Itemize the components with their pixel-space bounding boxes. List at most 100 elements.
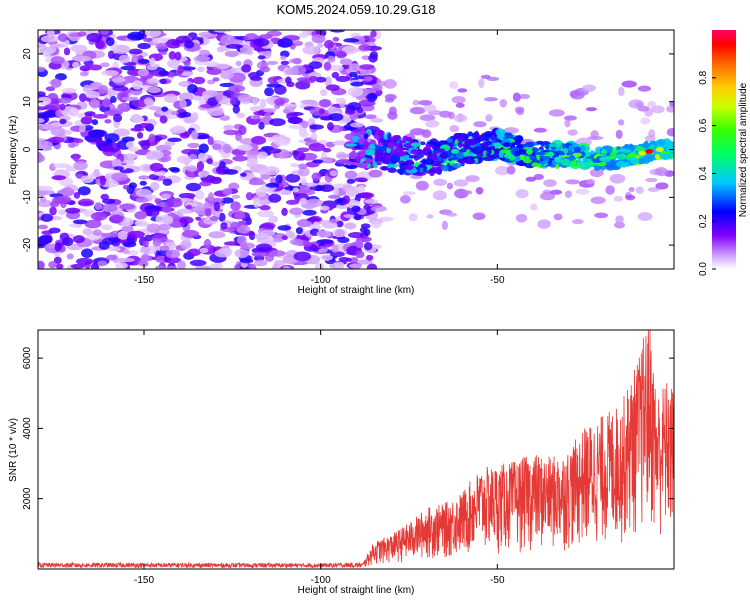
heatmap-noise-cell bbox=[478, 78, 485, 89]
heatmap-noise-cell bbox=[196, 161, 205, 171]
heatmap-noise-cell bbox=[345, 186, 360, 196]
heatmap-noise-cell bbox=[363, 242, 373, 251]
heatmap-noise-cell bbox=[155, 144, 172, 152]
heatmap-noise-cell bbox=[38, 152, 43, 163]
heatmap-noise-cell bbox=[127, 31, 145, 41]
heatmap-signal-cell bbox=[408, 154, 417, 159]
heatmap-noise-cell bbox=[553, 213, 563, 221]
heatmap-noise-cell bbox=[366, 92, 378, 103]
heatmap-noise-cell bbox=[70, 44, 88, 53]
heatmap-noise-cell bbox=[116, 257, 135, 263]
heatmap-noise-cell bbox=[345, 257, 352, 263]
heatmap-noise-cell bbox=[370, 118, 384, 123]
heatmap-noise-cell bbox=[102, 232, 119, 238]
heatmap-signal-cell bbox=[614, 153, 627, 160]
heatmap-signal-cell bbox=[456, 152, 465, 160]
heatmap-signal-cell bbox=[572, 152, 583, 158]
heatmap-noise-cell bbox=[158, 223, 171, 231]
heatmap-noise-cell bbox=[136, 132, 144, 139]
figure-title: KOM5.2024.059.10.29.G18 bbox=[276, 2, 435, 17]
heatmap-signal-cell bbox=[374, 150, 384, 159]
heatmap-noise-cell bbox=[222, 143, 232, 154]
heatmap-noise-cell bbox=[130, 127, 145, 132]
heatmap-noise-cell bbox=[77, 31, 87, 37]
heatmap-noise-cell bbox=[669, 100, 674, 107]
heatmap-noise-cell bbox=[207, 192, 215, 202]
heatmap-noise-cell bbox=[213, 30, 232, 33]
heatmap-signal-cell bbox=[531, 162, 539, 168]
heatmap-noise-cell bbox=[269, 177, 276, 185]
heatmap-noise-cell bbox=[158, 51, 168, 56]
heatmap-noise-cell bbox=[138, 246, 157, 255]
heatmap-signal-cell bbox=[355, 155, 362, 163]
heatmap-noise-cell bbox=[344, 222, 357, 230]
heatmap-noise-cell bbox=[199, 181, 212, 187]
heatmap-noise-cell bbox=[311, 172, 322, 181]
heatmap-noise-cell bbox=[69, 107, 80, 117]
heatmap-noise-cell bbox=[292, 57, 302, 65]
heatmap-signal-cell bbox=[585, 151, 590, 158]
heatmap-noise-cell bbox=[327, 55, 336, 63]
heatmap-noise-cell bbox=[167, 137, 182, 143]
heatmap-noise-cell bbox=[289, 207, 304, 215]
heatmap-noise-cell bbox=[102, 198, 116, 205]
heatmap-noise-cell bbox=[91, 119, 99, 126]
heatmap-noise-cell bbox=[312, 221, 320, 230]
heatmap-noise-cell bbox=[101, 70, 119, 77]
heatmap-noise-cell bbox=[38, 66, 46, 73]
heatmap-noise-cell bbox=[117, 104, 126, 111]
heatmap-noise-cell bbox=[361, 55, 371, 60]
heatmap-noise-cell bbox=[86, 32, 103, 43]
heatmap-signal-cell bbox=[452, 162, 462, 169]
heatmap-signal-cell bbox=[398, 140, 407, 144]
heatmap-noise-cell bbox=[47, 136, 65, 144]
heatmap-signal-cell bbox=[563, 148, 569, 154]
heatmap-noise-cell bbox=[155, 43, 168, 50]
snr-x-ticks: -150 -100 -50 bbox=[134, 330, 505, 586]
heatmap-noise-cell bbox=[320, 205, 330, 211]
heatmap-noise-cell bbox=[197, 152, 208, 162]
heatmap-noise-cell bbox=[263, 108, 277, 113]
heatmap-noise-cell bbox=[269, 118, 286, 127]
heatmap-noise-cell bbox=[594, 212, 609, 219]
heatmap-noise-cell bbox=[66, 253, 74, 260]
heatmap-signal-cell bbox=[581, 158, 593, 162]
heatmap-signal-cell bbox=[514, 150, 521, 154]
heatmap-signal-cell bbox=[433, 143, 442, 147]
heatmap-noise-cell bbox=[113, 166, 124, 171]
heatmap-noise-cell bbox=[644, 134, 656, 142]
heatmap-noise-cell bbox=[348, 63, 361, 73]
heatmap-signal-cell bbox=[365, 158, 372, 165]
heatmap-noise-cell bbox=[197, 170, 210, 177]
heatmap-signal-cell bbox=[437, 148, 446, 153]
heatmap-noise-cell bbox=[370, 205, 387, 212]
x-tick-label: -100 bbox=[311, 575, 331, 586]
heatmap-noise-cell bbox=[343, 38, 360, 43]
heatmap-noise-cell bbox=[473, 121, 487, 128]
heatmap-noise-cell bbox=[82, 84, 91, 94]
heatmap-noise-cell bbox=[251, 135, 267, 145]
heatmap-noise-cell bbox=[366, 263, 378, 269]
heatmap-noise-cell bbox=[371, 84, 383, 92]
heatmap-noise-cell bbox=[251, 96, 259, 106]
heatmap-signal-cell bbox=[531, 147, 539, 153]
heatmap-noise-cell bbox=[146, 155, 156, 160]
heatmap-noise-cell bbox=[285, 173, 301, 183]
heatmap-noise-cell bbox=[82, 228, 93, 236]
heatmap-noise-cell bbox=[67, 142, 76, 148]
heatmap-noise-cell bbox=[212, 143, 222, 151]
heatmap-noise-cell bbox=[550, 189, 563, 195]
colorbar-tick-label: 0.6 bbox=[698, 118, 709, 132]
heatmap-signal-cell bbox=[495, 128, 506, 137]
heatmap-signal-cell bbox=[569, 162, 581, 170]
heatmap-signal-cell bbox=[387, 167, 397, 173]
heatmap-noise-cell bbox=[268, 193, 282, 203]
heatmap-noise-cell bbox=[118, 54, 131, 64]
heatmap-noise-cell bbox=[144, 30, 162, 38]
heatmap-signal-cell bbox=[387, 132, 392, 141]
heatmap-signal-cell bbox=[345, 143, 358, 147]
heatmap-noise-cell bbox=[94, 39, 105, 49]
heatmap-noise-cell bbox=[60, 187, 75, 197]
heatmap-noise-cell bbox=[48, 261, 57, 269]
heatmap-signal-cell bbox=[647, 155, 654, 162]
